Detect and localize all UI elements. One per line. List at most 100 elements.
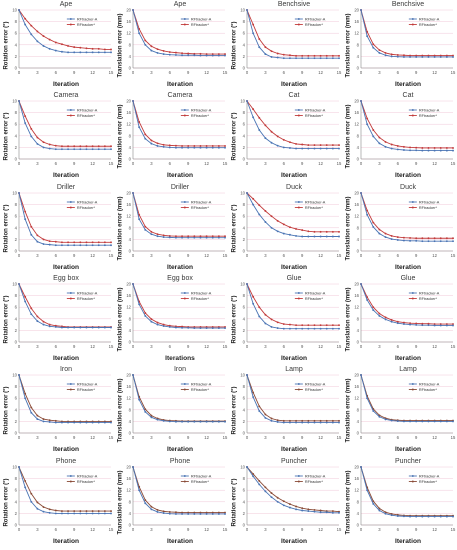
data-point xyxy=(402,56,405,58)
data-point xyxy=(91,240,94,243)
data-point xyxy=(276,500,279,503)
data-point xyxy=(301,509,304,511)
data-point xyxy=(103,421,106,424)
data-point xyxy=(48,507,51,510)
data-point xyxy=(288,420,291,422)
x-tick-label: 6 xyxy=(397,344,400,349)
data-point xyxy=(60,50,63,53)
chart-title: Egg box xyxy=(53,274,79,282)
data-point xyxy=(270,50,273,53)
legend-marker xyxy=(297,291,300,294)
data-point xyxy=(325,54,328,57)
x-tick-label: 15 xyxy=(337,161,342,166)
data-point xyxy=(252,203,255,206)
data-point xyxy=(313,147,316,150)
data-point xyxy=(217,420,220,423)
y-tick-label: 0 xyxy=(15,66,18,71)
y-tick-label: 0 xyxy=(357,248,360,253)
data-point xyxy=(282,232,285,235)
data-point xyxy=(217,234,220,237)
data-point xyxy=(282,420,285,422)
data-point xyxy=(24,122,27,125)
data-point xyxy=(301,143,304,146)
data-point xyxy=(138,303,141,306)
chart-title: Egg box xyxy=(167,274,193,282)
x-tick-label: 15 xyxy=(337,70,342,75)
legend-marker xyxy=(297,206,300,209)
data-point xyxy=(168,420,171,423)
data-point xyxy=(30,135,33,138)
x-tick-label: 0 xyxy=(18,344,21,349)
data-point xyxy=(378,232,381,235)
data-point xyxy=(378,142,381,145)
data-point xyxy=(372,221,375,224)
data-point xyxy=(325,510,328,513)
data-point xyxy=(307,235,310,238)
data-point xyxy=(282,499,285,502)
x-tick-label: 0 xyxy=(360,435,363,440)
y-tick-label: 0 xyxy=(129,248,132,253)
data-point xyxy=(193,145,196,148)
data-point xyxy=(97,326,100,329)
x-tick-label: 0 xyxy=(246,161,249,166)
data-point xyxy=(282,57,285,60)
x-axis-label: Iteration xyxy=(394,537,421,545)
data-point xyxy=(301,420,304,422)
data-point xyxy=(378,509,381,511)
legend-marker xyxy=(411,18,414,20)
series-line xyxy=(246,375,339,424)
y-tick-label: 8 xyxy=(357,134,360,139)
chart-panel: Egg box Rotation error (°) Iteration 0 2 4 6 8 1… xyxy=(0,274,114,365)
data-point xyxy=(252,32,255,35)
data-point xyxy=(193,236,196,239)
data-point xyxy=(409,322,412,324)
data-point xyxy=(252,23,255,26)
y-tick-label: 16 xyxy=(126,202,131,207)
data-point xyxy=(252,302,255,305)
data-point xyxy=(168,236,171,238)
chart-title: Ape xyxy=(59,1,73,8)
series-line xyxy=(132,9,225,56)
x-tick-label: 9 xyxy=(73,70,76,75)
data-point xyxy=(73,326,76,329)
data-point xyxy=(110,243,112,246)
series-line xyxy=(132,466,225,513)
y-tick-label: 4 xyxy=(15,225,18,230)
x-tick-label: 3 xyxy=(150,344,153,349)
legend-marker xyxy=(183,297,186,300)
data-point xyxy=(103,148,106,151)
data-point xyxy=(48,325,51,328)
y-tick-label: 4 xyxy=(357,145,360,150)
x-tick-label: 12 xyxy=(318,253,323,258)
data-point xyxy=(162,420,165,422)
x-axis-label: Iteration xyxy=(280,537,307,545)
data-point xyxy=(258,306,261,309)
data-point xyxy=(60,421,63,424)
data-point xyxy=(415,54,418,57)
y-tick-label: 10 xyxy=(12,8,17,13)
data-point xyxy=(331,147,334,150)
data-point xyxy=(338,147,340,150)
x-tick-label: 3 xyxy=(264,70,267,75)
x-tick-label: 3 xyxy=(378,70,381,75)
data-point xyxy=(60,511,63,514)
data-point xyxy=(60,243,63,246)
data-point xyxy=(264,220,267,223)
y-tick-label: 4 xyxy=(243,316,246,321)
x-tick-label: 0 xyxy=(246,435,249,440)
data-point xyxy=(205,53,208,56)
y-tick-label: 20 xyxy=(354,373,359,378)
data-point xyxy=(156,508,159,511)
y-tick-label: 2 xyxy=(15,419,18,424)
data-point xyxy=(282,139,285,142)
y-tick-label: 8 xyxy=(15,476,18,481)
y-tick-label: 12 xyxy=(126,31,131,36)
y-tick-label: 16 xyxy=(354,293,359,298)
legend-marker xyxy=(183,206,186,209)
data-point xyxy=(402,514,405,517)
data-point xyxy=(187,512,190,515)
data-point xyxy=(258,46,261,49)
data-point xyxy=(156,48,159,51)
